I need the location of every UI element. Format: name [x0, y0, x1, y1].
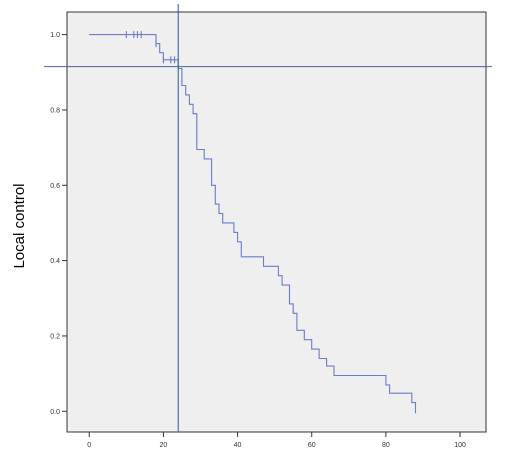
y-tick-label: 0.2 — [50, 333, 60, 340]
x-tick-label: 0 — [87, 442, 91, 449]
x-tick-label: 80 — [382, 442, 390, 449]
y-tick-label: 1.0 — [50, 32, 60, 39]
survival-curve-line — [89, 34, 417, 414]
x-axis: 0 20 40 60 80 100 — [87, 432, 466, 449]
x-tick-label: 40 — [234, 442, 242, 449]
plot-area — [66, 11, 487, 433]
x-tick-label: 60 — [308, 442, 316, 449]
x-tick-label: 20 — [160, 442, 168, 449]
y-axis-label: Local control — [11, 183, 28, 268]
survival-curve-layer — [89, 31, 417, 414]
y-tick-label: 0.8 — [50, 107, 60, 114]
y-tick-label: 0.4 — [50, 258, 60, 265]
y-axis: 0.0 0.2 0.4 0.6 0.8 1.0 — [50, 32, 67, 416]
y-tick-label: 0.0 — [50, 409, 60, 416]
y-tick-label: 0.6 — [50, 183, 60, 190]
reference-lines-layer — [44, 4, 492, 432]
x-tick-label: 100 — [454, 442, 466, 449]
